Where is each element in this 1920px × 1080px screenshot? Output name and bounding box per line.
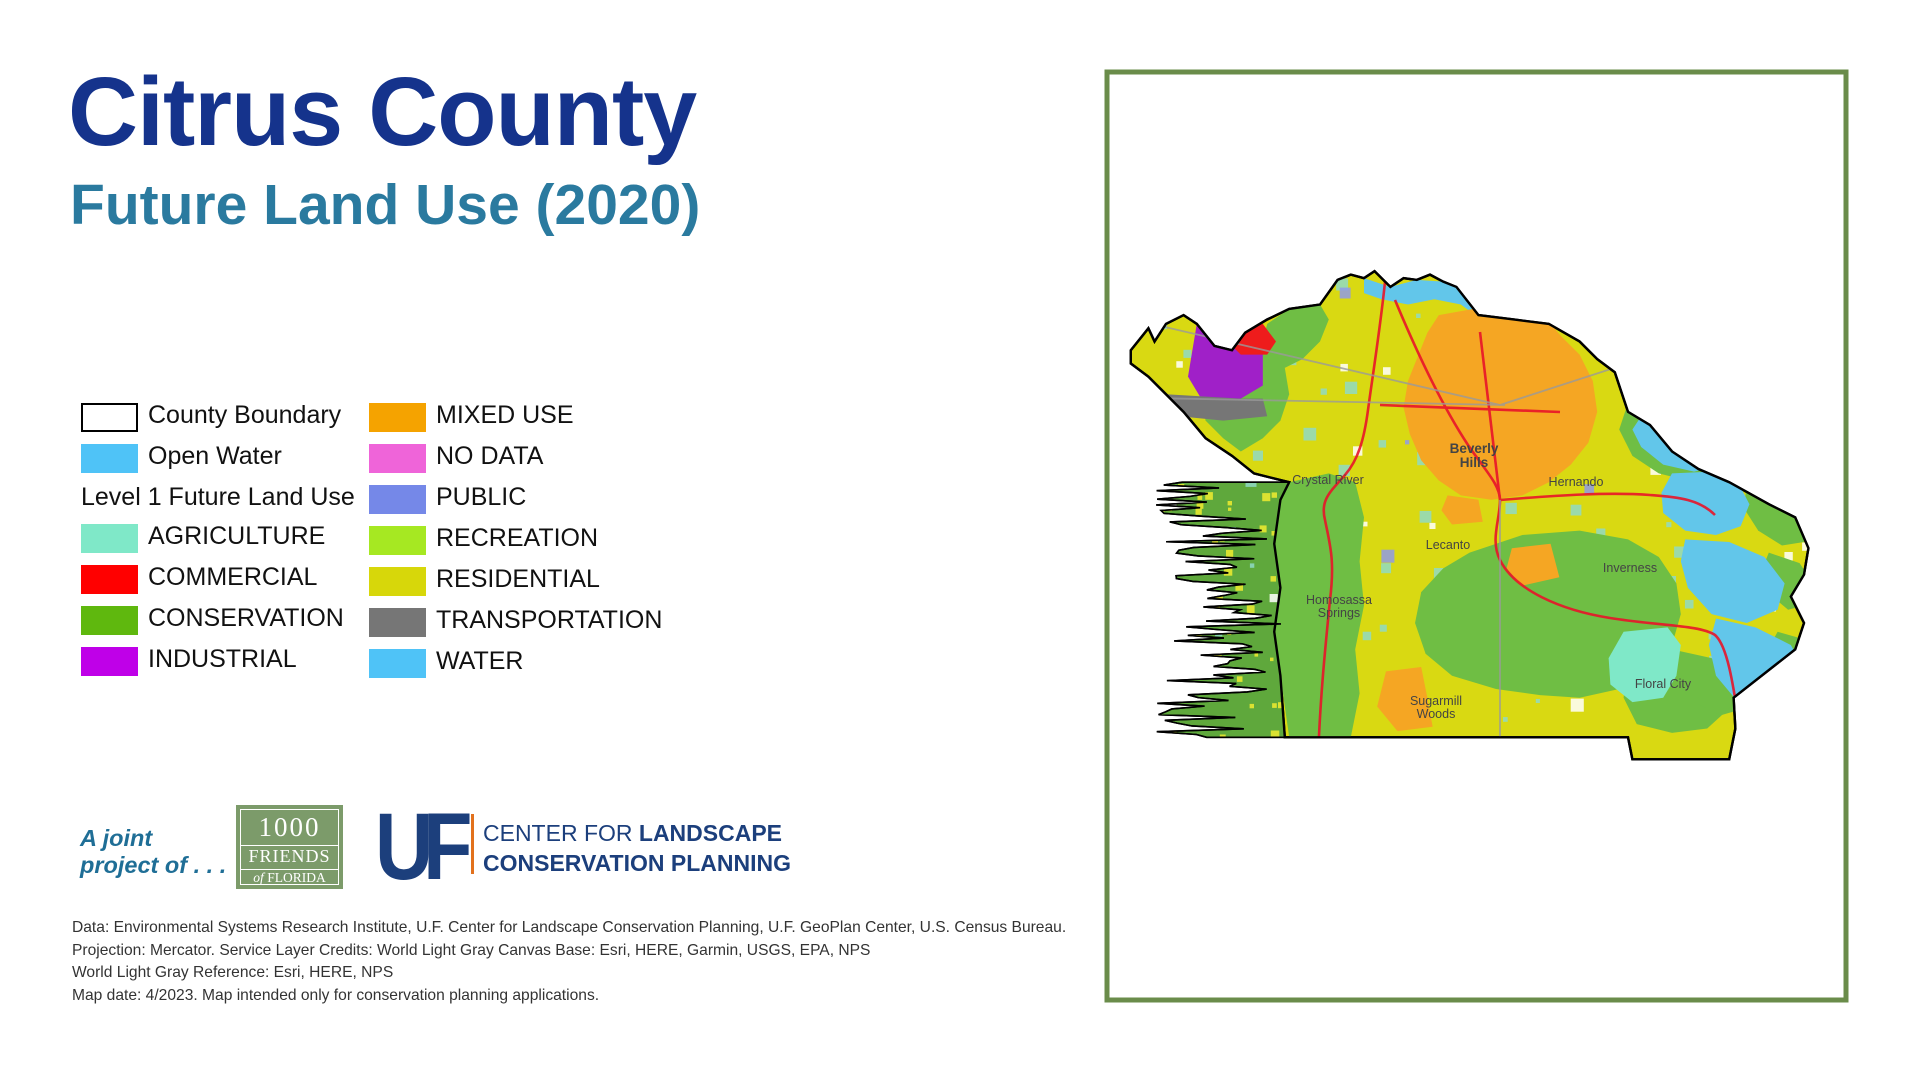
svg-text:Woods: Woods <box>1417 707 1456 721</box>
svg-text:Sugarmill: Sugarmill <box>1410 694 1462 708</box>
svg-text:Crystal River: Crystal River <box>1292 473 1364 487</box>
svg-text:Floral City: Floral City <box>1635 677 1692 691</box>
svg-text:Hills: Hills <box>1460 455 1489 470</box>
svg-text:Lecanto: Lecanto <box>1426 538 1471 552</box>
svg-text:Hernando: Hernando <box>1549 475 1604 489</box>
svg-text:Beverly: Beverly <box>1450 441 1499 456</box>
svg-text:Springs: Springs <box>1318 606 1360 620</box>
svg-text:Homosassa: Homosassa <box>1306 593 1372 607</box>
svg-text:Inverness: Inverness <box>1603 561 1657 575</box>
